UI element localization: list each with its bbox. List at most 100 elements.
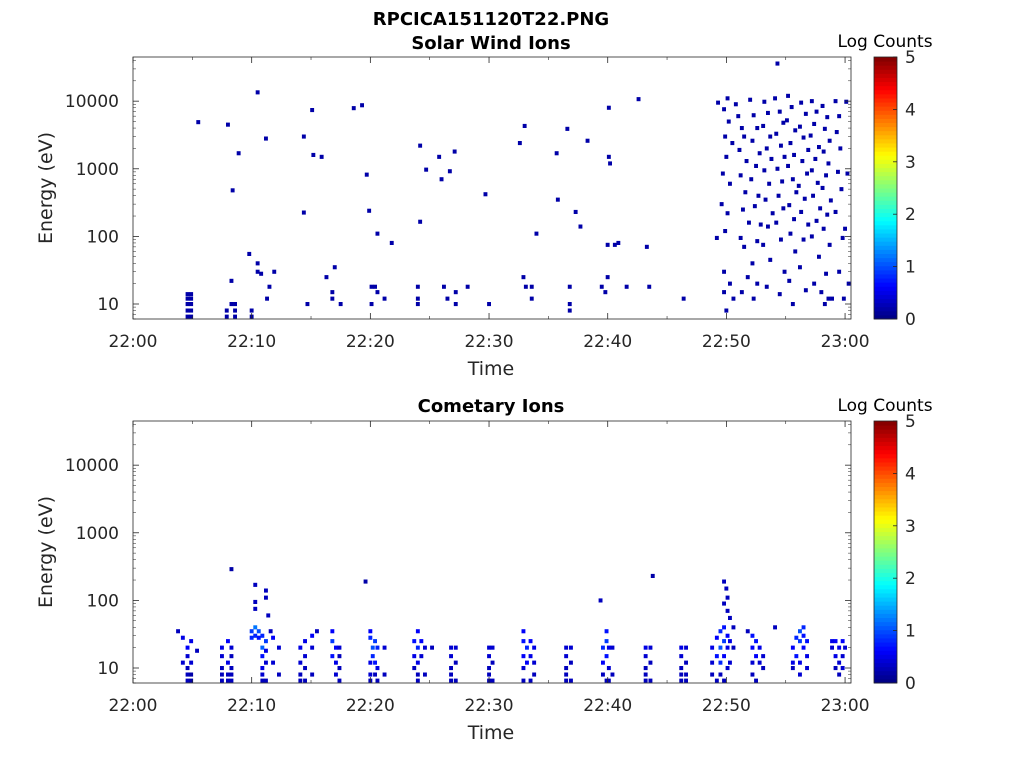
data-cell <box>330 639 335 644</box>
data-cell <box>487 302 491 307</box>
data-cell <box>375 231 380 236</box>
colorbar-segment <box>874 179 897 185</box>
colorbar-segment <box>874 482 897 487</box>
data-cell <box>722 269 726 274</box>
data-cell <box>532 645 537 650</box>
data-cell <box>303 639 307 644</box>
data-cell <box>452 149 457 154</box>
colorbar-segment <box>874 425 897 430</box>
colorbar-segment <box>874 253 897 259</box>
data-cell <box>490 678 495 683</box>
y-tick-label: 1000 <box>76 160 119 180</box>
data-cell <box>264 588 268 593</box>
data-cell <box>725 666 730 671</box>
x-tick-label: 22:30 <box>465 332 514 352</box>
data-cell <box>722 639 726 644</box>
data-cell <box>260 678 265 683</box>
data-cell <box>723 134 728 139</box>
data-cell <box>277 672 281 677</box>
data-cell <box>789 105 794 110</box>
colorbar-segment <box>874 609 897 614</box>
data-cell <box>648 678 653 683</box>
data-cell <box>750 645 755 650</box>
data-cell <box>650 573 655 578</box>
data-cell <box>785 118 789 123</box>
colorbar-segment <box>874 498 897 504</box>
data-cell <box>679 672 684 677</box>
data-cell <box>229 278 234 283</box>
colorbar-segment <box>874 662 897 668</box>
data-cell <box>260 645 265 650</box>
data-cell <box>185 292 190 297</box>
data-cell <box>277 645 281 650</box>
data-cell <box>567 284 572 289</box>
data-cell <box>565 126 570 131</box>
data-cell <box>826 161 831 166</box>
colorbar-segment <box>874 490 897 496</box>
colorbar-segment <box>874 531 897 537</box>
data-cell <box>647 284 652 289</box>
colorbar-segment <box>874 654 897 659</box>
colorbar-segment <box>874 314 897 320</box>
data-cell <box>782 154 787 159</box>
data-cell <box>453 645 458 650</box>
colorbar-segment <box>874 552 897 557</box>
data-cell <box>310 633 315 638</box>
data-cell <box>790 660 795 665</box>
data-cell <box>790 666 795 671</box>
colorbar-segment <box>874 126 897 132</box>
data-cell <box>636 97 641 102</box>
data-cell <box>731 296 736 301</box>
data-cell <box>790 645 795 650</box>
data-cell <box>226 672 230 677</box>
data-cell <box>487 645 491 650</box>
data-cell <box>447 169 452 174</box>
data-cell <box>773 96 777 101</box>
data-cell <box>185 654 190 659</box>
data-cell <box>830 296 834 301</box>
data-cell <box>220 672 224 677</box>
data-cell <box>534 231 539 236</box>
data-cell <box>754 639 758 644</box>
data-cell <box>360 103 364 108</box>
data-cell <box>189 660 194 665</box>
data-cell <box>367 208 372 213</box>
data-cell <box>229 645 234 650</box>
data-cell <box>268 629 273 634</box>
data-cell <box>265 296 269 301</box>
y-tick-label: 100 <box>87 227 119 247</box>
x-tick-label: 22:50 <box>702 332 751 352</box>
data-cell <box>373 672 377 677</box>
data-cell <box>800 159 805 164</box>
data-cell <box>532 660 537 665</box>
colorbar-segment <box>874 167 897 173</box>
colorbar-segment <box>874 642 897 647</box>
data-cell <box>768 257 773 262</box>
data-cell <box>747 220 751 225</box>
data-cell <box>415 645 420 650</box>
data-cell <box>185 672 190 677</box>
colorbar-segment <box>874 457 897 463</box>
data-cell <box>606 666 611 671</box>
data-cell <box>738 235 743 240</box>
colorbar-segment <box>874 527 897 533</box>
data-cell <box>185 678 190 683</box>
colorbar-segment <box>874 261 897 267</box>
data-cell <box>679 654 684 659</box>
colorbar-tick-label: 5 <box>905 48 916 68</box>
data-cell <box>364 172 369 177</box>
data-cell <box>412 639 417 644</box>
data-cell <box>310 645 315 650</box>
colorbar-segment <box>874 155 897 160</box>
data-cell <box>799 209 804 214</box>
colorbar-border <box>873 420 898 684</box>
colorbar-segment <box>874 257 897 263</box>
colorbar-tick-label: 0 <box>905 674 916 694</box>
data-cell <box>612 242 617 247</box>
data-cell <box>742 134 747 139</box>
data-cell <box>738 173 743 178</box>
data-cell <box>777 292 782 297</box>
colorbar-segment <box>874 118 897 123</box>
colorbar-segment <box>874 576 897 582</box>
data-cell <box>794 654 799 659</box>
